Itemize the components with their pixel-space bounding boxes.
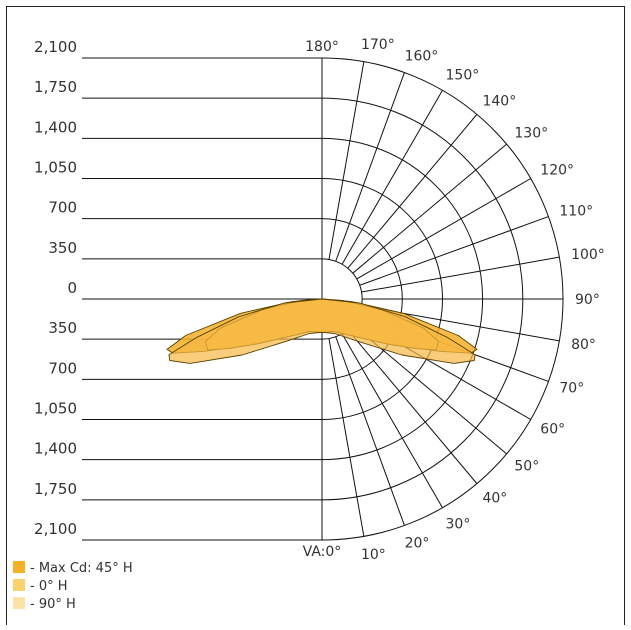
grid-spoke [341, 333, 443, 508]
angle-label: 110° [559, 203, 593, 219]
tick-layer: 2,100 1,750 1,400 1,050 700 350 0 350 700 1,050 1,… [34, 38, 322, 541]
angle-label: 170° [361, 37, 395, 53]
angle-label: 180° [305, 39, 339, 55]
grid-spoke [335, 72, 405, 262]
tick-label: 1,050 [34, 400, 77, 418]
grid-spoke [361, 256, 560, 293]
tick-label: 1,400 [34, 440, 77, 458]
angle-label: 20° [405, 535, 430, 551]
legend-label: - Max Cd: 45° H [30, 561, 133, 576]
angle-label: 50° [514, 458, 539, 474]
tick-label: 700 [48, 199, 77, 217]
angle-label: 30° [446, 516, 471, 532]
series-layer [166, 298, 478, 364]
series-90-h [168, 298, 476, 364]
grid-spoke [352, 143, 507, 274]
tick-label: 1,750 [34, 480, 77, 498]
tick-label: 700 [48, 359, 77, 377]
angle-label: 150° [446, 68, 480, 84]
grid-spoke [347, 114, 478, 269]
grid-spoke [328, 61, 365, 260]
angle-label: 90° [575, 292, 600, 308]
grid-spoke [335, 336, 405, 526]
legend-swatch [13, 597, 25, 609]
grid-spoke [356, 178, 531, 280]
tick-label: 2,100 [34, 38, 77, 56]
tick-label: 2,100 [34, 520, 77, 538]
tick-label: 350 [48, 239, 77, 257]
grid-spoke [328, 338, 365, 537]
angle-label: 120° [540, 163, 574, 179]
grid-spoke [347, 329, 478, 484]
legend-label: - 90° H [30, 597, 76, 612]
grid-spoke [341, 90, 443, 265]
tick-label: 0 [67, 279, 77, 297]
legend-swatch [13, 579, 25, 591]
angle-label-layer: VA:0° 10° 20° 30° 40° 50° 60° 70° 80° 90° 100° 110°… [303, 37, 605, 563]
tick-label: 1,750 [34, 78, 77, 96]
angle-label: 70° [559, 381, 584, 397]
tick-label: 350 [48, 319, 77, 337]
angle-label: 40° [482, 490, 507, 506]
grid-spoke [359, 216, 549, 286]
legend-swatch [13, 561, 25, 573]
tick-label: 1,050 [34, 159, 77, 177]
tick-label: 1,400 [34, 118, 77, 136]
angle-label: 10° [361, 547, 386, 563]
angle-label: 160° [405, 49, 439, 65]
angle-label: 60° [540, 422, 565, 438]
angle-label: 140° [482, 94, 516, 110]
angle-label: 80° [571, 337, 596, 353]
angle-label: 130° [514, 126, 548, 142]
legend-label: - 0° H [30, 579, 68, 594]
legend: - Max Cd: 45° H - 0° H - 90° H [13, 561, 133, 612]
angle-label: 100° [571, 247, 605, 263]
angle-label: VA:0° [303, 544, 342, 560]
